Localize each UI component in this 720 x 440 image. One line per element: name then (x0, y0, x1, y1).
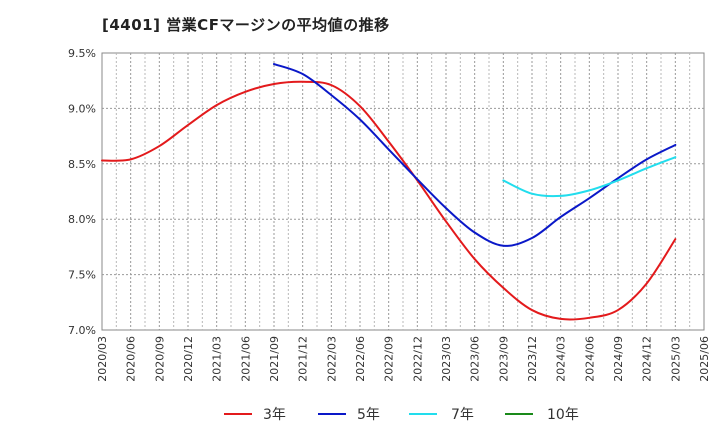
x-tick-label: 2023/06 (469, 336, 482, 382)
x-tick-label: 2020/06 (125, 336, 138, 382)
chart-title: [4401] 営業CFマージンの平均値の推移 (102, 16, 390, 34)
y-tick-label: 9.5% (68, 47, 96, 60)
x-tick-label: 2023/12 (526, 336, 539, 382)
legend-label-5年: 5年 (357, 407, 380, 423)
y-tick-label: 9.0% (68, 102, 96, 115)
y-tick-label: 7.0% (68, 324, 96, 337)
y-tick-label: 8.5% (68, 158, 96, 171)
x-axis-ticks: 2020/03 2020/06 2020/09 2020/12 2021/03 2021/… (96, 336, 711, 382)
grid-lines (102, 53, 704, 330)
x-tick-label: 2025/03 (669, 336, 682, 382)
x-tick-label: 2022/06 (354, 336, 367, 382)
x-tick-label: 2020/03 (96, 336, 109, 382)
x-tick-label: 2020/09 (153, 336, 166, 382)
y-tick-label: 7.5% (68, 269, 96, 282)
x-tick-label: 2021/06 (239, 336, 252, 382)
x-tick-label: 2025/06 (698, 336, 711, 382)
series-line-7年 (502, 156, 677, 198)
legend-label-3年: 3年 (263, 407, 286, 423)
x-tick-label: 2024/12 (641, 336, 654, 382)
plot-area (101, 52, 705, 331)
legend-label-7年: 7年 (451, 407, 474, 423)
x-tick-label: 2023/09 (497, 336, 510, 382)
series-line-3年 (101, 80, 677, 321)
x-tick-label: 2021/09 (268, 336, 281, 382)
y-axis-ticks: 9.5% 9.0% 8.5% 8.0% 7.5% 7.0% (68, 47, 96, 337)
x-tick-label: 2024/09 (612, 336, 625, 382)
x-tick-label: 2021/03 (211, 336, 224, 382)
x-tick-label: 2020/12 (182, 336, 195, 382)
series-lines (101, 63, 677, 321)
x-tick-label: 2024/03 (555, 336, 568, 382)
x-tick-label: 2022/12 (411, 336, 424, 382)
y-tick-label: 8.0% (68, 213, 96, 226)
x-tick-label: 2024/06 (583, 336, 596, 382)
legend: 3年 5年 7年 10年 (224, 407, 579, 423)
x-tick-label: 2021/12 (297, 336, 310, 382)
x-tick-label: 2023/03 (440, 336, 453, 382)
x-tick-label: 2022/09 (383, 336, 396, 382)
legend-label-10年: 10年 (547, 407, 579, 423)
x-tick-label: 2022/03 (325, 336, 338, 382)
